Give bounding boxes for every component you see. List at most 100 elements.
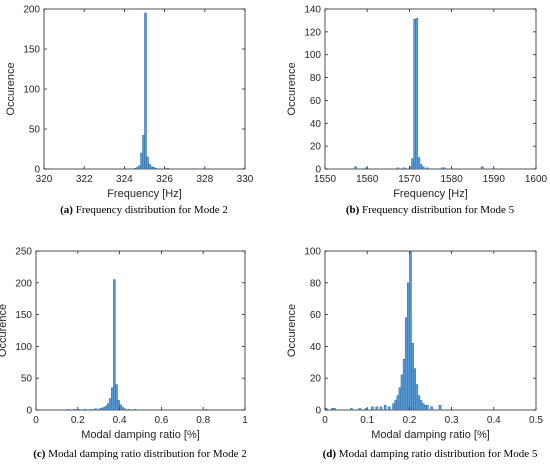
y-tick-label: 0 [315, 165, 321, 176]
panel-caption-tag: (b) [346, 204, 362, 216]
y-axis-label: Occurence [5, 62, 17, 115]
histogram-bar [83, 409, 87, 411]
y-tick-label: 100 [23, 85, 40, 96]
y-tick-label: 60 [310, 96, 322, 107]
x-tick-label: 1590 [483, 174, 506, 185]
histogram-bar [423, 404, 427, 411]
histogram-bar [192, 168, 196, 170]
x-axis-label: Modal damping ratio [%] [371, 429, 490, 441]
x-tick-label: 1560 [356, 174, 379, 185]
x-tick-label: 324 [116, 174, 133, 185]
panel-caption: (c) Modal damping ratio distribution for… [33, 448, 247, 460]
y-tick-label: 100 [15, 342, 32, 353]
histogram-bar [426, 167, 429, 170]
plot-frame [324, 8, 537, 170]
histogram-bar [402, 358, 406, 411]
histogram-bar [123, 408, 127, 411]
histogram-bar [166, 167, 169, 170]
plot-frame [324, 250, 537, 411]
histogram-bar [411, 158, 414, 170]
histogram-bar [415, 17, 419, 170]
histogram-bar [133, 409, 137, 411]
y-tick-label: 140 [304, 5, 321, 16]
panel-caption-text: Frequency distribution for Mode 5 [362, 204, 515, 216]
histogram-bar [409, 250, 412, 411]
histogram-bar [392, 403, 395, 411]
histogram-bar [148, 163, 151, 170]
x-tick-label: 1580 [440, 174, 463, 185]
x-tick-label: 0.2 [402, 415, 416, 426]
y-tick-label: 100 [304, 50, 321, 61]
histogram-bar [430, 406, 433, 411]
y-tick-label: 250 [15, 247, 32, 258]
histogram-bar [333, 408, 336, 411]
panel-caption-tag: (d) [323, 448, 339, 460]
y-tick-label: 80 [310, 73, 322, 84]
x-tick-label: 328 [196, 174, 213, 185]
y-tick-label: 200 [23, 5, 40, 16]
panel-caption-tag: (a) [60, 204, 76, 216]
histogram-bar [440, 167, 444, 170]
histogram-bar [396, 167, 400, 170]
histogram-bar [150, 166, 153, 170]
y-tick-label: 0 [26, 406, 32, 417]
histogram-bar [419, 164, 423, 170]
histogram-bar [438, 404, 442, 411]
histogram-bar [115, 384, 118, 411]
histogram-bar [113, 279, 116, 411]
histogram-bar [67, 409, 70, 411]
histogram-bar [134, 167, 137, 170]
y-axis-label: Occurence [286, 304, 298, 357]
histogram-bar [417, 395, 421, 411]
histogram-bar [383, 404, 387, 411]
histogram-bar [100, 407, 104, 411]
histogram-bar [419, 400, 423, 411]
y-tick-label: 0 [34, 165, 40, 176]
x-axis-label: Frequency [Hz] [107, 188, 182, 200]
histogram-bar [127, 409, 131, 411]
histogram-panel-b: 1550 1560 1570 1580 1590 1600 0 20 40 60 80 100 120 1… [286, 5, 548, 217]
histogram-bar [108, 398, 112, 411]
y-tick-label: 200 [15, 278, 32, 289]
histogram-panel-c: 0 0.2 0.4 0.6 0.8 1 0 50 100 150 200 250 Modal dampi… [0, 247, 248, 461]
histogram-bar [144, 12, 147, 170]
histogram-bar [138, 165, 141, 170]
histogram-bar [90, 409, 93, 411]
histogram-bar [110, 387, 114, 411]
x-tick-label: 0 [33, 415, 39, 426]
x-tick-label: 0 [322, 415, 328, 426]
histogram-bar [146, 156, 149, 170]
y-tick-label: 0 [315, 406, 321, 417]
panel-caption-text: Modal damping ratio distribution for Mod… [339, 448, 538, 460]
histogram-bar [413, 368, 416, 411]
x-tick-label: 1570 [398, 174, 421, 185]
y-tick-label: 40 [310, 342, 322, 353]
histogram-bar [94, 408, 97, 411]
x-tick-label: 0.4 [487, 415, 501, 426]
y-tick-label: 20 [310, 142, 322, 153]
histogram-bar [121, 407, 125, 411]
histogram-bar [421, 166, 425, 170]
panel-caption: (b) Frequency distribution for Mode 5 [346, 204, 515, 216]
histogram-bar [106, 403, 110, 411]
histogram-bar [404, 317, 408, 411]
y-tick-label: 120 [304, 27, 321, 38]
histogram-bar [142, 135, 145, 170]
y-tick-label: 150 [23, 45, 40, 56]
x-axis-label: Modal damping ratio [%] [81, 429, 200, 441]
histogram-bar [358, 408, 362, 411]
histogram-bar [394, 400, 397, 411]
histogram-bar [102, 407, 106, 411]
y-tick-label: 20 [310, 374, 322, 385]
histogram-bar [371, 406, 374, 411]
histogram-bar [407, 282, 410, 411]
y-tick-label: 60 [310, 310, 322, 321]
histogram-bar [400, 374, 404, 411]
histogram-bar [415, 384, 419, 411]
y-axis-label: Occurence [0, 304, 9, 357]
x-tick-label: 1600 [525, 174, 548, 185]
histogram-bar [388, 406, 391, 411]
y-tick-label: 50 [29, 125, 41, 136]
x-tick-label: 1550 [314, 174, 337, 185]
